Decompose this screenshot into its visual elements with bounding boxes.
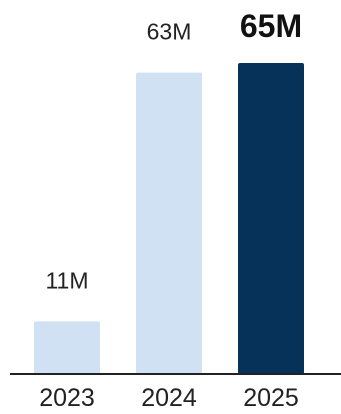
bar-2024: [136, 72, 202, 375]
data-label-2023: 11M: [45, 267, 88, 293]
x-tick-label-2023: 2023: [39, 384, 95, 412]
x-tick-label-2025: 2025: [243, 384, 299, 412]
bar-2023: [34, 321, 100, 374]
data-label-2024: 63M: [147, 19, 192, 45]
x-tick-labels-group: 2023 2024 2025: [39, 384, 299, 412]
data-label-2025: 65M: [240, 8, 302, 44]
data-labels-group: 11M 63M 65M: [45, 8, 302, 293]
bars-group: [34, 63, 304, 375]
bar-2025: [238, 63, 304, 374]
x-tick-label-2024: 2024: [141, 384, 197, 412]
